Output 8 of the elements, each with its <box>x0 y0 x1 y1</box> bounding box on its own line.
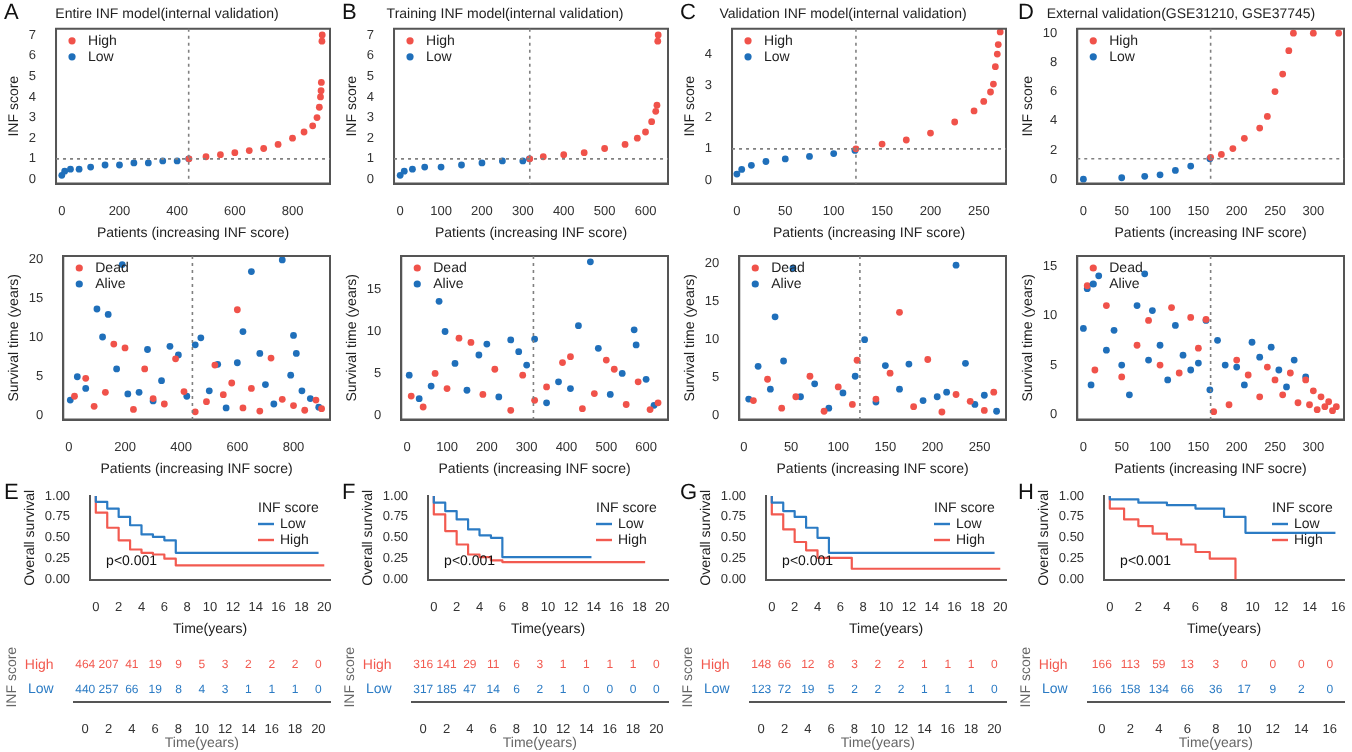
text: H <box>1018 481 1034 506</box>
text: A <box>4 1 20 26</box>
text: E <box>4 481 19 506</box>
text: C <box>680 1 696 26</box>
text: B <box>342 1 357 26</box>
text: D <box>1018 1 1034 26</box>
text: F <box>342 481 356 506</box>
text: G <box>680 481 698 506</box>
